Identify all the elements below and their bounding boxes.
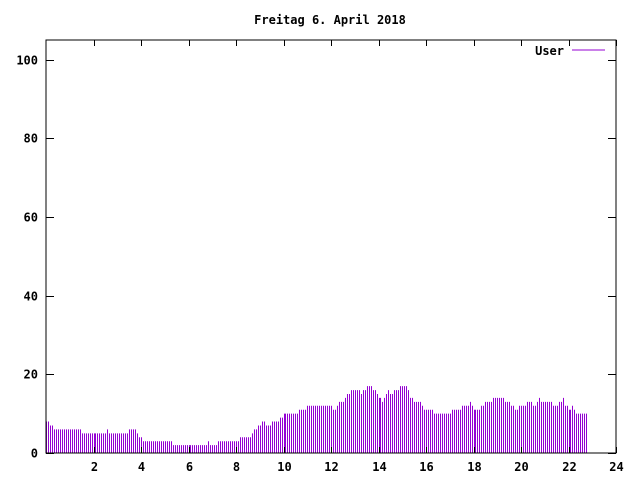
- y-tick-label: 40: [24, 290, 38, 304]
- x-tick-label: 2: [91, 460, 98, 474]
- x-tick-label: 18: [467, 460, 481, 474]
- plot-frame: [45, 39, 617, 454]
- x-tick-label: 24: [609, 460, 623, 474]
- x-tick-label: 6: [186, 460, 193, 474]
- legend-label: User: [535, 44, 564, 58]
- chart-title: Freitag 6. April 2018: [254, 13, 406, 27]
- bars-layer: [46, 386, 587, 453]
- y-tick-label: 80: [24, 132, 38, 146]
- x-tick-label: 22: [562, 460, 576, 474]
- x-tick-label: 14: [372, 460, 386, 474]
- x-tick-label: 12: [324, 460, 338, 474]
- y-tick-label: 60: [24, 211, 38, 225]
- y-tick-label: 100: [16, 54, 38, 68]
- y-tick-label: 20: [24, 368, 38, 382]
- legend: User: [535, 44, 605, 58]
- x-tick-label: 4: [138, 460, 145, 474]
- y-tick-label: 0: [31, 447, 38, 461]
- x-axis: 2 4 6 8 10 12 14 16 18 20 22 24: [91, 40, 624, 474]
- x-tick-label: 10: [277, 460, 291, 474]
- x-tick-label: 8: [233, 460, 240, 474]
- x-tick-label: 16: [419, 460, 433, 474]
- y-axis: 0 20 40 60 80 100: [16, 54, 616, 461]
- x-tick-label: 20: [514, 460, 528, 474]
